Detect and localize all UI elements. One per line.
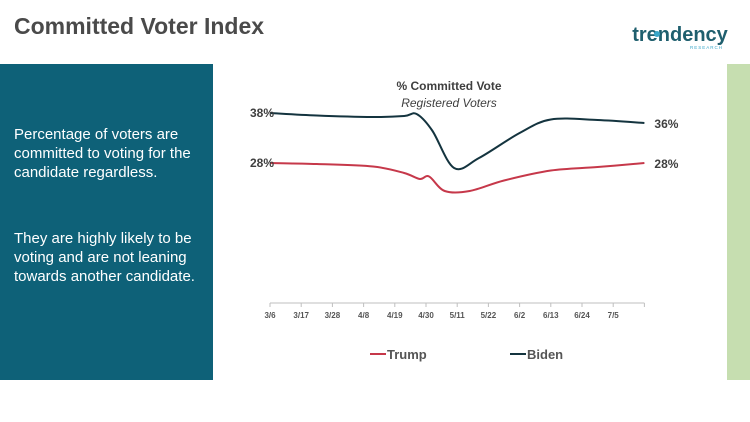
biden-end-label: 36% xyxy=(654,117,678,131)
trendency-logo: trendency RESEARCH xyxy=(632,24,728,50)
x-tick-label: 3/17 xyxy=(293,311,309,320)
x-tick-label: 3/6 xyxy=(264,311,276,320)
logo-wordmark: trendency xyxy=(632,24,728,46)
trump-end-label: 28% xyxy=(654,157,678,171)
trump-legend-label: Trump xyxy=(387,347,427,362)
x-tick-label: 4/30 xyxy=(418,311,434,320)
logo-accent-dot xyxy=(654,31,660,37)
committed-vote-chart: % Committed Vote Registered Voters 3/6 3/17… xyxy=(250,79,679,362)
x-tick-label: 7/5 xyxy=(608,311,620,320)
slide-title: Committed Voter Index xyxy=(14,13,265,39)
trump-series-line xyxy=(269,162,645,194)
biden-start-label: 38% xyxy=(250,106,274,120)
x-tick-label: 6/2 xyxy=(514,311,526,320)
x-tick-label: 4/19 xyxy=(387,311,403,320)
accent-side-bar xyxy=(727,64,750,380)
x-tick-label: 6/13 xyxy=(543,311,559,320)
chart-subtitle: Registered Voters xyxy=(401,96,497,110)
description-panel: Percentage of voters are committed to vo… xyxy=(0,64,213,380)
logo-subtext: RESEARCH xyxy=(690,45,723,50)
x-tick-label: 5/11 xyxy=(450,311,466,320)
biden-legend-label: Biden xyxy=(527,347,563,362)
x-tick-label: 4/8 xyxy=(358,311,370,320)
trump-start-label: 28% xyxy=(250,156,274,170)
x-tick-label: 3/28 xyxy=(325,311,341,320)
panel-paragraph-2: They are highly likely to be voting and … xyxy=(14,230,195,285)
biden-series-line xyxy=(269,112,645,171)
chart-title: % Committed Vote xyxy=(396,79,501,93)
x-tick-label: 6/24 xyxy=(574,311,590,320)
x-tick-label: 5/22 xyxy=(481,311,497,320)
panel-paragraph-1: Percentage of voters are committed to vo… xyxy=(14,126,191,181)
